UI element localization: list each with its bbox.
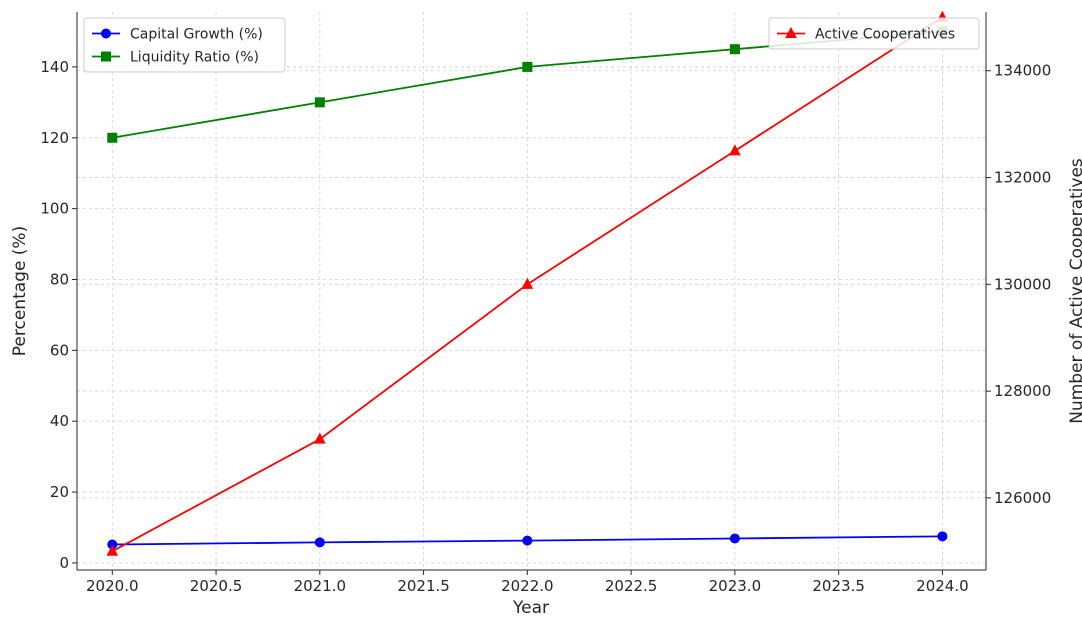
capital-growth-point (729, 533, 740, 544)
left-y-tick-label: 40 (50, 412, 69, 430)
legend-box (83, 17, 286, 73)
left-y-tick-label: 140 (40, 58, 69, 76)
axes (72, 12, 991, 575)
left-y-tick-label: 60 (50, 341, 69, 359)
x-axis-label: Year (512, 598, 549, 617)
x-tick-label: 2022.0 (501, 577, 554, 595)
right-y-tick-label: 126000 (994, 489, 1051, 507)
x-tick-label: 2021.0 (294, 577, 347, 595)
legend-swatch-marker (101, 51, 111, 62)
liquidity-ratio-point (522, 61, 533, 72)
x-tick-label: 2023.5 (812, 577, 865, 595)
left-y-tick-label: 100 (40, 200, 69, 218)
capital-growth-point (937, 531, 948, 542)
legend-box (768, 17, 980, 50)
grid (77, 12, 986, 570)
right-y-tick-label: 130000 (994, 275, 1051, 293)
x-tick-label: 2021.5 (397, 577, 450, 595)
left-y-tick-label: 120 (40, 129, 69, 147)
active-cooperatives-point (106, 544, 119, 556)
x-tick-label: 2024.0 (916, 577, 969, 595)
legend-left: Capital Growth (%) Liquidity Ratio (%) (83, 17, 286, 73)
left-y-tick-label: 80 (50, 270, 69, 288)
liquidity-ratio-point (729, 44, 740, 55)
right-y-tick-label: 132000 (994, 169, 1051, 187)
liquidity-ratio-point (107, 132, 118, 143)
active-cooperatives-point (729, 144, 741, 156)
liquidity-ratio-point (314, 97, 325, 108)
active-cooperatives-point (521, 277, 534, 289)
right-y-axis-label: Number of Active Cooperatives (1067, 158, 1082, 424)
left-y-tick-label: 0 (59, 554, 69, 572)
x-tick-label: 2020.0 (86, 577, 139, 595)
legend-label: Active Cooperatives (815, 27, 955, 43)
right-y-tick-label: 128000 (994, 382, 1051, 400)
legend-swatch-marker (101, 28, 111, 39)
series-layer (106, 10, 949, 556)
right-y-tick-label: 134000 (994, 62, 1051, 80)
capital-growth-series (107, 531, 948, 550)
x-tick-label: 2023.0 (709, 577, 762, 595)
capital-growth-point (314, 537, 325, 548)
x-tick-label: 2022.5 (605, 577, 658, 595)
legend-swatch-marker (785, 26, 797, 38)
active-cooperatives-series (106, 10, 949, 556)
left-y-axis-label: Percentage (%) (10, 226, 30, 356)
legend-label: Capital Growth (%) (130, 27, 263, 43)
capital-growth-point (522, 535, 533, 546)
legend-label: Liquidity Ratio (%) (130, 50, 259, 66)
active-cooperatives-point (313, 432, 326, 444)
left-y-tick-label: 20 (50, 483, 69, 501)
x-tick-label: 2020.5 (190, 577, 243, 595)
legend-right: Active Cooperatives (768, 17, 980, 50)
tick-labels: 2020.0 2020.5 2021.0 2021.5 2022.0 2022.5 2023… (40, 58, 1051, 595)
